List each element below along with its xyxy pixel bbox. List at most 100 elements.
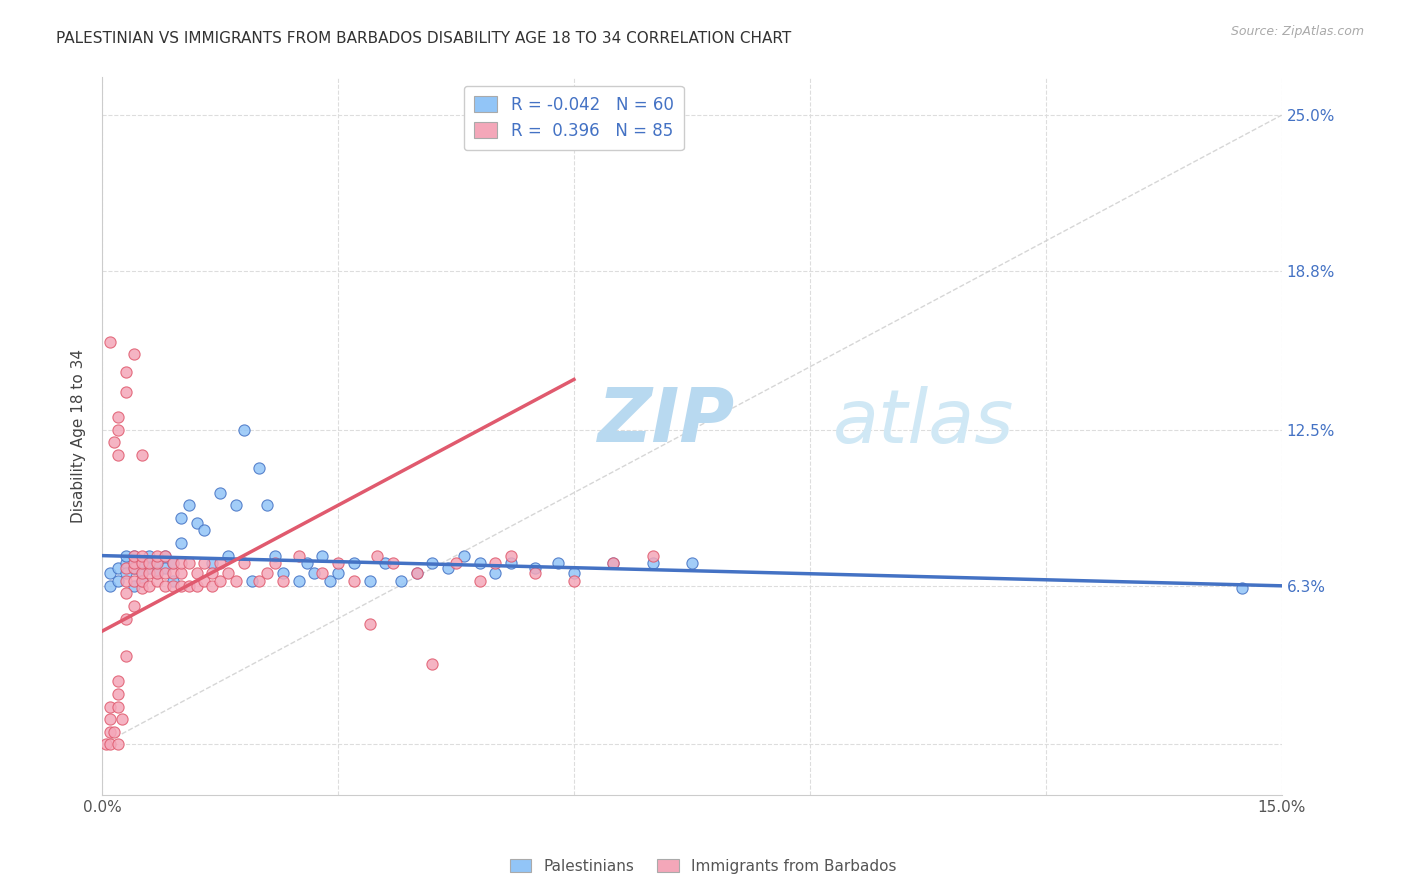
- Point: [249, 460, 271, 475]
- Point: [193, 574, 215, 588]
- Point: [295, 556, 318, 570]
- Point: [264, 549, 287, 563]
- Point: [499, 556, 522, 570]
- Point: [562, 566, 585, 581]
- Point: [98, 699, 121, 714]
- Point: [153, 549, 176, 563]
- Point: [499, 549, 522, 563]
- Point: [209, 556, 232, 570]
- Point: [249, 574, 271, 588]
- Point: [162, 579, 184, 593]
- Point: [131, 582, 153, 596]
- Point: [153, 561, 176, 575]
- Point: [146, 566, 169, 581]
- Point: [326, 556, 349, 570]
- Point: [271, 566, 294, 581]
- Point: [186, 516, 208, 530]
- Point: [326, 566, 349, 581]
- Point: [153, 566, 176, 581]
- Point: [177, 498, 200, 512]
- Text: PALESTINIAN VS IMMIGRANTS FROM BARBADOS DISABILITY AGE 18 TO 34 CORRELATION CHAR: PALESTINIAN VS IMMIGRANTS FROM BARBADOS …: [56, 31, 792, 46]
- Point: [232, 423, 254, 437]
- Point: [405, 566, 427, 581]
- Point: [264, 556, 287, 570]
- Point: [641, 556, 664, 570]
- Point: [602, 556, 624, 570]
- Point: [209, 485, 232, 500]
- Point: [271, 574, 294, 588]
- Point: [366, 549, 388, 563]
- Point: [547, 556, 569, 570]
- Point: [146, 574, 169, 588]
- Point: [103, 435, 125, 450]
- Text: atlas: atlas: [834, 385, 1015, 458]
- Point: [107, 448, 129, 462]
- Point: [138, 579, 160, 593]
- Point: [170, 566, 193, 581]
- Point: [359, 616, 381, 631]
- Point: [405, 566, 427, 581]
- Point: [170, 511, 193, 525]
- Point: [114, 586, 136, 600]
- Point: [114, 549, 136, 563]
- Point: [186, 579, 208, 593]
- Point: [131, 566, 153, 581]
- Point: [641, 549, 664, 563]
- Point: [138, 549, 160, 563]
- Point: [484, 556, 506, 570]
- Point: [111, 712, 134, 726]
- Point: [131, 574, 153, 588]
- Point: [170, 536, 193, 550]
- Point: [153, 579, 176, 593]
- Point: [681, 556, 703, 570]
- Point: [177, 556, 200, 570]
- Point: [256, 498, 278, 512]
- Point: [138, 561, 160, 575]
- Legend: R = -0.042   N = 60, R =  0.396   N = 85: R = -0.042 N = 60, R = 0.396 N = 85: [464, 86, 683, 150]
- Point: [131, 574, 153, 588]
- Point: [225, 574, 247, 588]
- Point: [98, 334, 121, 349]
- Point: [217, 549, 239, 563]
- Point: [240, 574, 263, 588]
- Point: [146, 549, 169, 563]
- Point: [225, 498, 247, 512]
- Point: [602, 556, 624, 570]
- Point: [304, 566, 326, 581]
- Point: [162, 566, 184, 581]
- Point: [374, 556, 396, 570]
- Point: [186, 566, 208, 581]
- Text: ZIP: ZIP: [598, 385, 735, 458]
- Point: [311, 566, 333, 581]
- Point: [382, 556, 405, 570]
- Point: [468, 556, 491, 570]
- Point: [444, 556, 467, 570]
- Point: [107, 687, 129, 701]
- Point: [287, 574, 309, 588]
- Point: [138, 556, 160, 570]
- Legend: Palestinians, Immigrants from Barbados: Palestinians, Immigrants from Barbados: [503, 853, 903, 880]
- Point: [122, 561, 145, 575]
- Point: [122, 561, 145, 575]
- Point: [98, 724, 121, 739]
- Point: [131, 448, 153, 462]
- Point: [114, 574, 136, 588]
- Text: Source: ZipAtlas.com: Source: ZipAtlas.com: [1230, 25, 1364, 38]
- Point: [162, 556, 184, 570]
- Point: [287, 549, 309, 563]
- Point: [107, 574, 129, 588]
- Point: [114, 556, 136, 570]
- Point: [107, 699, 129, 714]
- Point: [98, 712, 121, 726]
- Point: [98, 566, 121, 581]
- Point: [122, 579, 145, 593]
- Point: [256, 566, 278, 581]
- Point: [453, 549, 475, 563]
- Point: [153, 549, 176, 563]
- Point: [122, 556, 145, 570]
- Point: [114, 561, 136, 575]
- Point: [422, 657, 444, 671]
- Point: [201, 579, 224, 593]
- Point: [201, 556, 224, 570]
- Point: [146, 556, 169, 570]
